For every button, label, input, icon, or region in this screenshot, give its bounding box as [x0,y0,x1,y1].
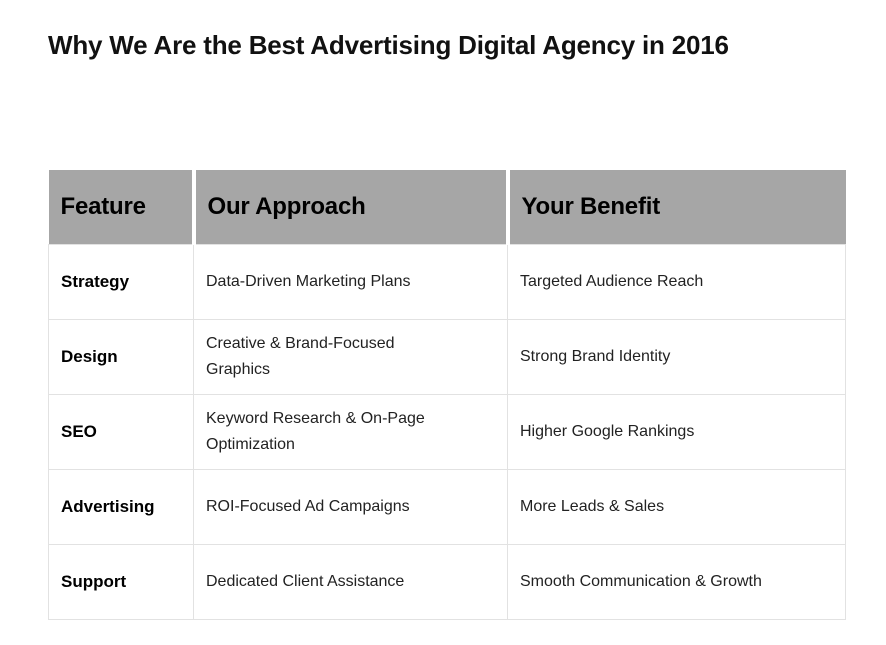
approach-cell: Data-Driven Marketing Plans [193,243,508,320]
benefit-cell: Higher Google Rankings [507,393,846,470]
features-table: Feature Our Approach Your Benefit Strate… [48,170,846,620]
table-row-advertising: Advertising ROI-Focused Ad Campaigns Mor… [48,468,846,545]
feature-cell: Advertising [48,468,194,545]
page-title: Why We Are the Best Advertising Digital … [48,30,729,60]
approach-cell: Dedicated Client Assistance [193,543,508,620]
approach-cell: Creative & Brand-Focused Graphics [193,318,508,395]
approach-cell: Keyword Research & On-Page Optimization [193,393,508,470]
approach-cell: ROI-Focused Ad Campaigns [193,468,508,545]
column-header-approach: Our Approach [193,170,510,244]
column-header-feature: Feature [48,170,196,244]
benefit-cell: More Leads & Sales [507,468,846,545]
feature-cell: SEO [48,393,194,470]
column-header-benefit: Your Benefit [507,170,846,244]
table-row-seo: SEO Keyword Research & On-Page Optimizat… [48,393,846,470]
table-row-support: Support Dedicated Client Assistance Smoo… [48,543,846,620]
feature-cell: Support [48,543,194,620]
table-row-strategy: Strategy Data-Driven Marketing Plans Tar… [48,243,846,320]
benefit-cell: Smooth Communication & Growth [507,543,846,620]
benefit-cell: Targeted Audience Reach [507,243,846,320]
feature-cell: Strategy [48,243,194,320]
table-row-design: Design Creative & Brand-Focused Graphics… [48,318,846,395]
header-row: Feature Our Approach Your Benefit [48,170,846,244]
feature-cell: Design [48,318,194,395]
benefit-cell: Strong Brand Identity [507,318,846,395]
